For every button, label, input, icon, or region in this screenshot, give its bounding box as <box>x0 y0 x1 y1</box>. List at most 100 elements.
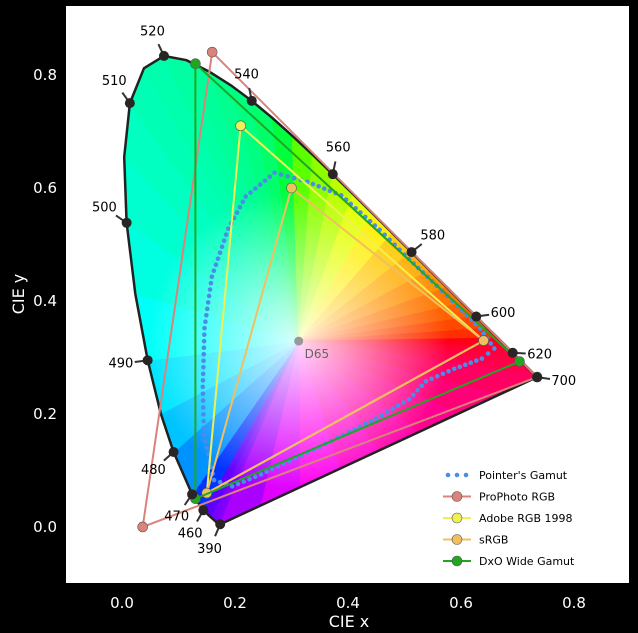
pointer-s-gamut-dot <box>205 300 211 305</box>
y-tick-label: 0.2 <box>33 405 57 423</box>
srgb-triangle <box>205 186 486 496</box>
pointer-s-gamut-dot <box>240 199 246 205</box>
legend-marker-dxo-wide-gamut <box>451 555 463 567</box>
legend-swatch-pointer-s-gamut <box>454 472 460 478</box>
pointer-s-gamut-dot <box>474 358 479 363</box>
dxo-wide-gamut-vertex <box>514 356 525 367</box>
wavelength-marker <box>198 505 209 516</box>
pointer-s-gamut-dot <box>201 412 206 417</box>
pointer-s-gamut-dot <box>363 421 368 427</box>
wavelength-label: 700 <box>551 374 576 389</box>
pointer-s-gamut-dot <box>368 418 374 424</box>
pointer-s-gamut-dot <box>258 472 264 477</box>
srgb-vertex <box>478 335 489 346</box>
wavelength-marker <box>124 98 135 109</box>
wavelength-marker <box>532 372 543 383</box>
wavelength-label: 560 <box>326 141 351 156</box>
pointer-s-gamut-dot <box>211 477 217 483</box>
wavelength-marker <box>246 95 257 106</box>
y-tick-label: 0.4 <box>33 292 57 310</box>
white-point: D65 <box>294 336 329 361</box>
pointer-s-gamut-dot <box>479 356 485 361</box>
legend-label-prophoto-rgb: ProPhoto RGB <box>479 491 555 504</box>
y-tick-label: 0.0 <box>33 518 57 536</box>
wavelength-marker <box>168 447 179 458</box>
pointer-s-gamut-dot <box>200 371 206 377</box>
pointer-s-gamut-dot <box>201 364 206 370</box>
pointer-s-gamut-dot <box>406 397 412 402</box>
wavelength-marker <box>215 519 226 530</box>
wavelength-marker <box>471 311 482 322</box>
wavelength-marker <box>187 489 198 500</box>
pointer-s-gamut-dot <box>201 432 207 438</box>
pointer-s-gamut-dot <box>201 358 206 364</box>
pointer-s-gamut-dot <box>264 469 269 475</box>
pointer-s-gamut-dot <box>278 172 284 177</box>
pointer-s-gamut-dot <box>223 232 229 237</box>
prophoto-rgb-vertex <box>137 521 148 533</box>
pointer-s-gamut-dot <box>252 474 258 480</box>
legend-label-adobe-rgb-1998: Adobe RGB 1998 <box>479 512 573 525</box>
x-tick-label: 0.0 <box>110 594 134 612</box>
wavelength-marker <box>121 217 132 228</box>
pointer-s-gamut-dot <box>209 274 215 280</box>
y-tick-label: 0.8 <box>33 66 57 84</box>
pointer-s-gamut-dot <box>468 360 474 365</box>
wavelength-label: 490 <box>108 357 133 372</box>
pointer-s-gamut-dot <box>440 371 446 377</box>
wavelength-label: 480 <box>141 463 166 478</box>
legend-marker-srgb <box>451 534 463 545</box>
pointer-s-gamut-dot <box>257 182 263 187</box>
pointer-s-gamut-dot <box>208 280 214 286</box>
pointer-s-gamut-dot <box>207 287 213 292</box>
legend-label-pointer-s-gamut: Pointer's Gamut <box>479 469 568 482</box>
pointer-s-gamut-dot <box>446 368 451 374</box>
pointer-s-gamut-dot <box>285 174 290 179</box>
pointer-s-gamut-dot <box>262 178 268 183</box>
pointer-s-gamut-dot <box>206 293 212 299</box>
pointer-s-gamut-dot <box>217 250 223 255</box>
pointer-s-gamut-dot <box>451 366 457 372</box>
legend-swatch-pointer-s-gamut <box>445 472 451 478</box>
pointer-s-gamut-dot <box>488 341 494 346</box>
pointer-s-gamut-dot <box>225 226 231 231</box>
pointer-s-gamut-dot <box>390 406 395 412</box>
wavelength-marker <box>158 50 169 61</box>
wavelength-marker <box>406 247 417 258</box>
pointer-s-gamut-dot <box>237 204 243 210</box>
pointer-s-gamut-dot <box>203 319 208 324</box>
pointer-s-gamut-dot <box>379 413 385 418</box>
wavelength-label: 580 <box>420 228 445 243</box>
pointer-s-gamut-dot <box>235 481 241 487</box>
pointer-s-gamut-dot <box>272 170 277 176</box>
pointer-s-gamut-dot <box>202 332 207 337</box>
legend-label-srgb: sRGB <box>479 534 508 547</box>
pointer-s-gamut-dot <box>241 479 247 484</box>
pointer-s-gamut-dot <box>200 384 206 390</box>
pointer-s-gamut-dot <box>419 383 425 389</box>
x-axis-label: CIE x <box>329 612 370 631</box>
legend-marker-prophoto-rgb <box>451 491 463 502</box>
pointer-s-gamut-dot <box>310 181 316 187</box>
legend-label-dxo-wide-gamut: DxO Wide Gamut <box>479 555 575 568</box>
adobe-rgb-1998-vertex <box>235 120 246 132</box>
pointer-s-gamut-dot <box>201 345 207 351</box>
pointer-s-gamut-dot <box>291 175 297 181</box>
pointer-s-gamut-dot <box>213 262 219 267</box>
pointer-s-gamut-dot <box>201 425 207 431</box>
pointer-s-gamut-dot <box>410 392 416 398</box>
pointer-s-gamut-dot <box>401 400 406 405</box>
pointer-s-gamut-dot <box>200 398 206 403</box>
pointer-s-gamut-dot <box>485 351 491 356</box>
pointer-s-gamut-dot <box>253 186 258 191</box>
gamut-series <box>137 46 543 533</box>
pointer-s-gamut-dot <box>384 409 390 415</box>
pointer-s-gamut-dot <box>434 373 440 379</box>
pointer-s-gamut-dot <box>211 268 217 274</box>
prophoto-rgb-triangle <box>141 50 539 529</box>
pointer-s-gamut-dot <box>201 351 207 357</box>
pointer-s-gamut-dot <box>247 476 252 482</box>
prophoto-rgb-vertex <box>206 46 218 58</box>
pointer-s-gamut-dot <box>200 378 206 383</box>
